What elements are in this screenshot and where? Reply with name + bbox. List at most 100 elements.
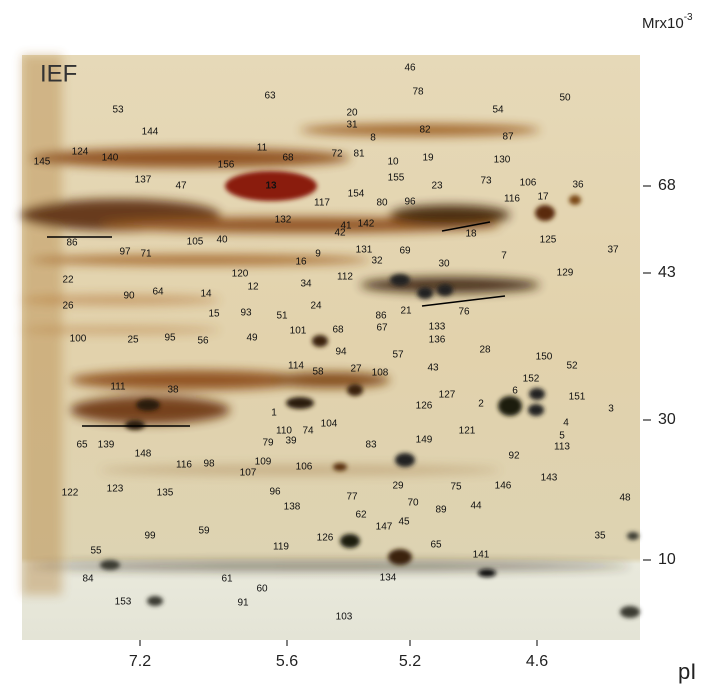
spot-label: 71 [140, 249, 152, 260]
spot-label: 98 [203, 459, 215, 470]
spot-label: 15 [208, 309, 220, 320]
spot-label: 136 [429, 335, 446, 346]
spot-label: 47 [175, 181, 187, 192]
spot-label: 23 [431, 181, 443, 192]
spot-label: 84 [82, 574, 94, 585]
spot-label: 156 [218, 160, 235, 171]
spot-label: 150 [536, 352, 553, 363]
spot-label: 106 [296, 462, 313, 473]
spot-label: 100 [70, 334, 87, 345]
spot-label: 16 [295, 257, 307, 268]
spot-label: 114 [288, 361, 304, 372]
spot-label: 61 [221, 574, 233, 585]
pi-tick-label: 4.6 [526, 653, 548, 670]
spot-label: 119 [273, 542, 289, 553]
spot-label: 111 [110, 382, 126, 393]
spot-label: 124 [72, 147, 89, 158]
spot-label: 40 [216, 235, 228, 246]
spot-label: 134 [380, 573, 397, 584]
spot-label: 155 [388, 173, 405, 184]
spot-label: 60 [256, 584, 268, 595]
spot-label: 34 [300, 279, 312, 290]
spot-label: 90 [123, 291, 135, 302]
spot-label: 7 [501, 251, 507, 262]
spot-label: 3 [608, 404, 614, 415]
spot-label: 142 [358, 219, 375, 230]
spot-label: 62 [355, 510, 367, 521]
spot-label: 130 [494, 155, 511, 166]
spot-label: 68 [282, 153, 294, 164]
spot-label: 35 [594, 531, 606, 542]
spot-label: 76 [458, 307, 470, 318]
spot-label: 94 [335, 347, 347, 358]
spot-label: 131 [356, 245, 373, 256]
spot-label: 54 [492, 105, 504, 116]
spot-label: 132 [275, 215, 292, 226]
gel-image [20, 55, 651, 646]
spot-label: 41 [340, 221, 352, 232]
spot-label: 113 [554, 442, 570, 453]
spot-label: 138 [284, 502, 301, 513]
spot-label: 92 [508, 451, 520, 462]
spot-label: 110 [276, 426, 292, 437]
spot-label: 68 [332, 325, 344, 336]
spot-label: 65 [430, 540, 442, 551]
spot-label: 39 [285, 436, 297, 447]
spot-label: 11 [257, 143, 268, 154]
spot-label: 17 [537, 192, 549, 203]
pi-tick-label: 7.2 [129, 653, 151, 670]
spot-label: 143 [541, 473, 558, 484]
spot-label: 87 [502, 132, 514, 143]
spot-label: 32 [371, 256, 383, 267]
spot-label: 153 [115, 597, 132, 608]
spot-label: 82 [419, 125, 431, 136]
spot-label: 96 [269, 487, 281, 498]
spot-label: 20 [346, 108, 358, 119]
mr-tick-label: 10 [658, 551, 676, 568]
mr-tick-label: 30 [658, 411, 676, 428]
spot-label: 101 [290, 326, 307, 337]
ief-label: IEF [40, 60, 77, 87]
spot-label: 24 [310, 301, 322, 312]
spot-label: 107 [240, 468, 257, 479]
spot-label: 75 [450, 482, 462, 493]
spot-label: 55 [90, 546, 102, 557]
mr-tick-label: 43 [658, 264, 676, 281]
spot-label: 12 [247, 282, 259, 293]
spot-label: 126 [416, 401, 433, 412]
spot-label: 77 [346, 492, 358, 503]
spot-label: 120 [232, 269, 249, 280]
spot-label: 116 [504, 194, 520, 205]
spot-label: 91 [237, 598, 249, 609]
spot-label: 99 [144, 531, 156, 542]
spot-label: 10 [387, 157, 399, 168]
spot-label: 73 [480, 176, 492, 187]
spot-label: 93 [240, 308, 252, 319]
spot-label: 97 [119, 247, 131, 258]
spot-label: 29 [392, 481, 404, 492]
spot-label: 42 [334, 228, 346, 239]
spot-label: 38 [167, 385, 179, 396]
spot-label: 21 [400, 306, 412, 317]
x-axis-label: pI [678, 659, 696, 684]
spot-label: 154 [348, 189, 365, 200]
spot-label: 129 [557, 268, 574, 279]
spot-label: 148 [135, 449, 152, 460]
spot-label: 49 [246, 333, 258, 344]
spot-label: 135 [157, 488, 174, 499]
spot-label: 43 [427, 363, 439, 374]
spot-label: 109 [255, 457, 272, 468]
spot-label: 27 [350, 364, 362, 375]
spot-label: 104 [321, 419, 338, 430]
y-axis-label: Mrx10-3 [642, 12, 693, 32]
spot-label: 106 [520, 178, 537, 189]
spot-label: 13 [265, 181, 277, 192]
spot-label: 46 [404, 63, 416, 74]
spot-label: 86 [375, 311, 387, 322]
spot-label: 9 [315, 249, 321, 260]
mr-tick-label: 68 [658, 177, 676, 194]
spot-label: 125 [540, 235, 557, 246]
spot-label: 28 [479, 345, 491, 356]
y-axis-label-text: Mrx10 [642, 15, 684, 32]
